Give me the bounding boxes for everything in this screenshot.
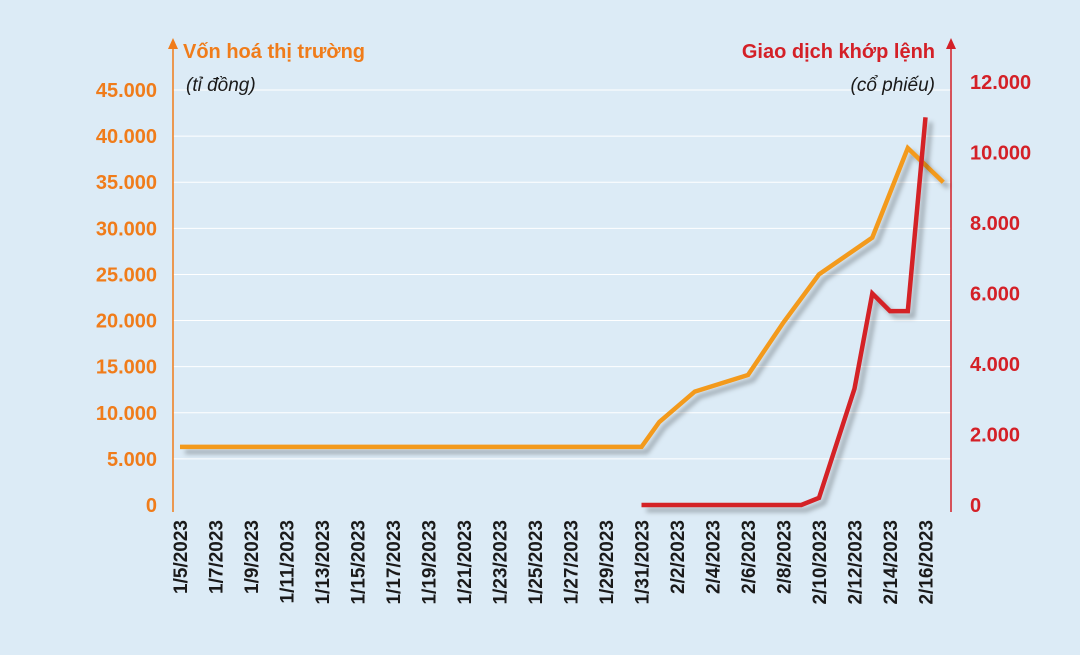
x-tick-label: 1/19/2023 xyxy=(420,520,441,605)
series-layer xyxy=(179,117,945,508)
right-tick-label: 12.000 xyxy=(970,72,1031,94)
x-tick-label: 2/12/2023 xyxy=(846,520,867,605)
x-tick-label: 1/27/2023 xyxy=(562,520,583,605)
left-tick-label: 5.000 xyxy=(107,449,157,471)
x-tick-label: 1/17/2023 xyxy=(384,520,405,605)
right-tick-label: 0 xyxy=(970,495,981,517)
x-tick-label: 2/4/2023 xyxy=(704,520,725,594)
left-tick-label: 15.000 xyxy=(96,357,157,379)
left-axis-unit: (tỉ đồng) xyxy=(186,75,256,96)
left-axis-arrow-icon xyxy=(168,38,178,49)
x-tick-label: 1/9/2023 xyxy=(242,520,263,594)
left-axis-title: Vốn hoá thị trường xyxy=(183,41,365,63)
x-tick-label: 1/15/2023 xyxy=(349,520,370,605)
x-axis-ticks: 1/5/2023 1/7/2023 1/9/2023 1/11/2023 1/13/20… xyxy=(171,520,938,605)
left-tick-label: 35.000 xyxy=(96,172,157,194)
x-tick-label: 1/5/2023 xyxy=(171,520,192,594)
x-tick-label: 1/25/2023 xyxy=(526,520,547,605)
right-tick-label: 2.000 xyxy=(970,425,1020,447)
x-tick-label: 1/7/2023 xyxy=(207,520,228,594)
x-tick-label: 2/10/2023 xyxy=(810,520,831,605)
x-tick-label: 1/23/2023 xyxy=(491,520,512,605)
axes xyxy=(168,38,956,512)
left-axis-ticks: 0 5.000 10.000 15.000 20.000 25.000 30.000 35.0… xyxy=(96,80,157,517)
x-tick-label: 1/13/2023 xyxy=(313,520,334,605)
right-tick-label: 6.000 xyxy=(970,284,1020,306)
right-axis-unit: (cổ phiếu) xyxy=(851,75,936,96)
right-axis-ticks: 0 2.000 4.000 6.000 8.000 10.000 12.000 xyxy=(970,72,1031,517)
left-tick-label: 25.000 xyxy=(96,264,157,286)
left-tick-label: 45.000 xyxy=(96,80,157,102)
x-tick-label: 1/11/2023 xyxy=(278,520,299,603)
right-tick-label: 10.000 xyxy=(970,143,1031,165)
series-line-2 xyxy=(641,117,928,508)
x-tick-label: 2/14/2023 xyxy=(881,520,902,605)
x-tick-label: 2/8/2023 xyxy=(775,520,796,594)
x-tick-label: 2/6/2023 xyxy=(739,520,760,594)
gridlines xyxy=(173,89,951,460)
x-tick-label: 1/29/2023 xyxy=(597,520,618,605)
right-axis-arrow-icon xyxy=(946,38,956,49)
left-tick-label: 10.000 xyxy=(96,403,157,425)
x-tick-label: 2/2/2023 xyxy=(668,520,689,594)
left-tick-label: 20.000 xyxy=(96,311,157,333)
series-line-1 xyxy=(180,144,945,450)
left-tick-label: 30.000 xyxy=(96,218,157,240)
x-tick-label: 1/21/2023 xyxy=(455,520,476,605)
x-tick-label: 2/16/2023 xyxy=(917,520,938,605)
right-tick-label: 8.000 xyxy=(970,213,1020,235)
left-tick-label: 0 xyxy=(146,495,157,517)
right-tick-label: 4.000 xyxy=(970,354,1020,376)
x-tick-label: 1/31/2023 xyxy=(633,520,654,605)
left-tick-label: 40.000 xyxy=(96,126,157,148)
right-axis-title: Giao dịch khớp lệnh xyxy=(742,41,935,63)
